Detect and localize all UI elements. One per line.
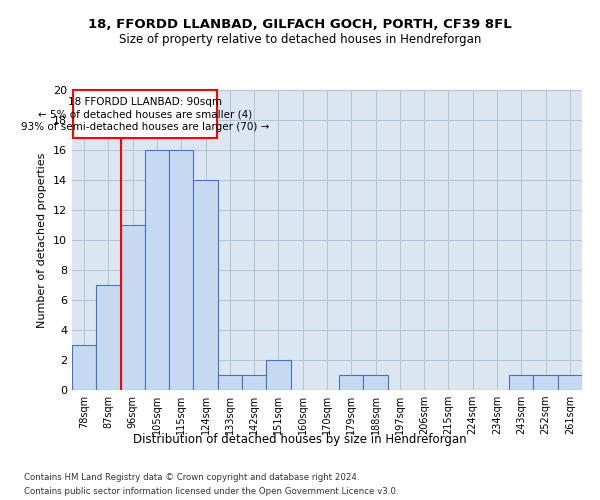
Bar bbox=[364, 375, 388, 390]
Bar bbox=[193, 180, 218, 390]
Bar bbox=[218, 375, 242, 390]
Text: 18, FFORDD LLANBAD, GILFACH GOCH, PORTH, CF39 8FL: 18, FFORDD LLANBAD, GILFACH GOCH, PORTH,… bbox=[88, 18, 512, 30]
Text: 93% of semi-detached houses are larger (70) →: 93% of semi-detached houses are larger (… bbox=[20, 122, 269, 132]
Text: Size of property relative to detached houses in Hendreforgan: Size of property relative to detached ho… bbox=[119, 32, 481, 46]
Bar bbox=[533, 375, 558, 390]
Text: 18 FFORDD LLANBAD: 90sqm: 18 FFORDD LLANBAD: 90sqm bbox=[68, 97, 222, 107]
Bar bbox=[558, 375, 582, 390]
Bar bbox=[266, 360, 290, 390]
Bar bbox=[509, 375, 533, 390]
Bar bbox=[242, 375, 266, 390]
Text: Contains HM Land Registry data © Crown copyright and database right 2024.: Contains HM Land Registry data © Crown c… bbox=[24, 472, 359, 482]
Y-axis label: Number of detached properties: Number of detached properties bbox=[37, 152, 47, 328]
Text: ← 5% of detached houses are smaller (4): ← 5% of detached houses are smaller (4) bbox=[38, 110, 252, 120]
Bar bbox=[339, 375, 364, 390]
Text: Distribution of detached houses by size in Hendreforgan: Distribution of detached houses by size … bbox=[133, 432, 467, 446]
Bar bbox=[73, 90, 217, 138]
Bar bbox=[96, 285, 121, 390]
Bar bbox=[121, 225, 145, 390]
Bar bbox=[72, 345, 96, 390]
Bar bbox=[169, 150, 193, 390]
Bar bbox=[145, 150, 169, 390]
Text: Contains public sector information licensed under the Open Government Licence v3: Contains public sector information licen… bbox=[24, 488, 398, 496]
